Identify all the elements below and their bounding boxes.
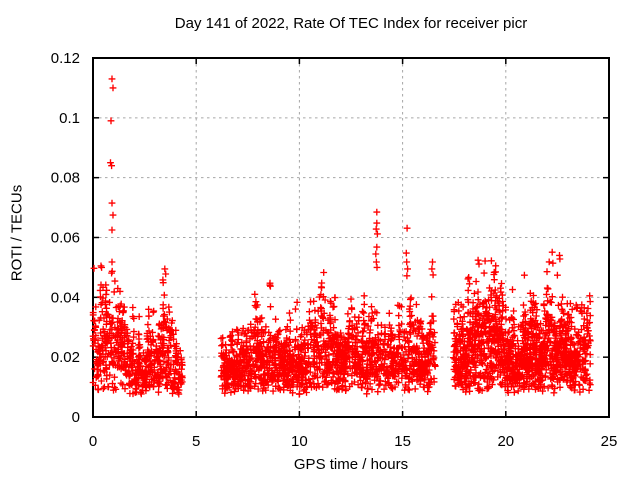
- x-tick-label: 10: [291, 433, 308, 450]
- tick-labels: 0 5 10 15 20 25 0 0.02 0.04 0.06 0.08 0.1 0.12: [51, 50, 618, 450]
- x-tick-label: 5: [192, 433, 200, 450]
- y-tick-label: 0: [72, 409, 80, 426]
- y-tick-label: 0.06: [51, 230, 80, 247]
- y-tick-label: 0.1: [59, 110, 80, 127]
- x-axis-label: GPS time / hours: [293, 456, 409, 473]
- y-tick-label: 0.02: [51, 349, 80, 366]
- scatter-points: [89, 75, 594, 398]
- y-axis-label: ROTI / TECUs: [8, 184, 26, 282]
- plot-border: [92, 57, 610, 418]
- x-tick-label: 15: [394, 433, 411, 450]
- x-tick-label: 0: [89, 433, 97, 450]
- x-tick-label: 20: [497, 433, 514, 450]
- y-tick-label: 0.08: [51, 170, 80, 187]
- y-tick-label: 0.04: [51, 289, 80, 306]
- x-tick-label: 25: [601, 433, 618, 450]
- y-tick-label: 0.12: [51, 50, 80, 67]
- chart-title: Day 141 of 2022, Rate Of TEC Index for r…: [174, 15, 528, 32]
